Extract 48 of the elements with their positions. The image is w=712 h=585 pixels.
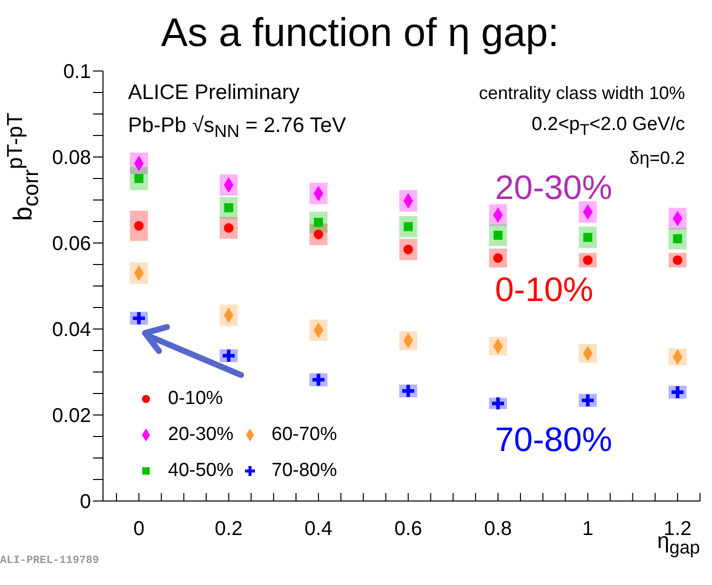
y-tick-label: 0 [80, 491, 91, 514]
legend-label: 40-50% [168, 460, 234, 482]
point [402, 384, 414, 397]
legend-label: 60-70% [272, 424, 337, 446]
legend-label: 70-80% [272, 460, 337, 482]
point [222, 350, 235, 362]
point [403, 244, 414, 254]
point [132, 312, 145, 324]
legend-label: 0-10% [168, 388, 223, 410]
y-tick-label: 0.1 [63, 61, 91, 84]
point [494, 230, 503, 240]
text: ALI-PREL-119789 [0, 555, 100, 567]
point [314, 218, 323, 227]
annotation: Pb-Pb √s$_{NN}$ = 2.76 TeV [128, 114, 346, 142]
point [583, 232, 592, 242]
point [134, 174, 144, 183]
point [134, 221, 144, 231]
y-tick-label: 0.08 [52, 147, 91, 170]
point [224, 223, 234, 233]
annotation: 70-80% [495, 421, 612, 460]
x-tick-label: 0.2 [214, 518, 243, 540]
x-tick-label: 0.8 [484, 518, 512, 540]
y-tick-label: 0.02 [52, 405, 91, 428]
point [582, 394, 594, 406]
annotation: 20-30% [495, 169, 612, 208]
point [492, 397, 504, 410]
annotation: 0-10% [495, 271, 594, 310]
legend-label: 20-30% [168, 424, 234, 446]
annotation: centrality class width 10% [478, 83, 685, 104]
annotation: 0.2<p$_{T}$<2.0 GeV/c [532, 114, 685, 140]
annotation: ALICE Preliminary [128, 81, 300, 105]
x-tick-label: 1 [582, 518, 594, 540]
point [582, 255, 593, 265]
point [673, 234, 682, 244]
x-tick-label: 0.4 [304, 518, 332, 540]
point [312, 374, 324, 386]
x-tick-label: 0 [133, 518, 144, 540]
point [224, 203, 234, 212]
point [672, 386, 684, 398]
point [404, 222, 413, 232]
point [493, 253, 503, 263]
point [672, 255, 682, 265]
y-tick-label: 0.04 [52, 319, 91, 342]
x-tick-label: 0.6 [394, 518, 422, 540]
chart-title: As a function of η gap: [160, 10, 560, 57]
y-tick-label: 0.06 [52, 233, 91, 256]
point [314, 230, 324, 240]
annotation: δη=0.2 [629, 148, 685, 169]
